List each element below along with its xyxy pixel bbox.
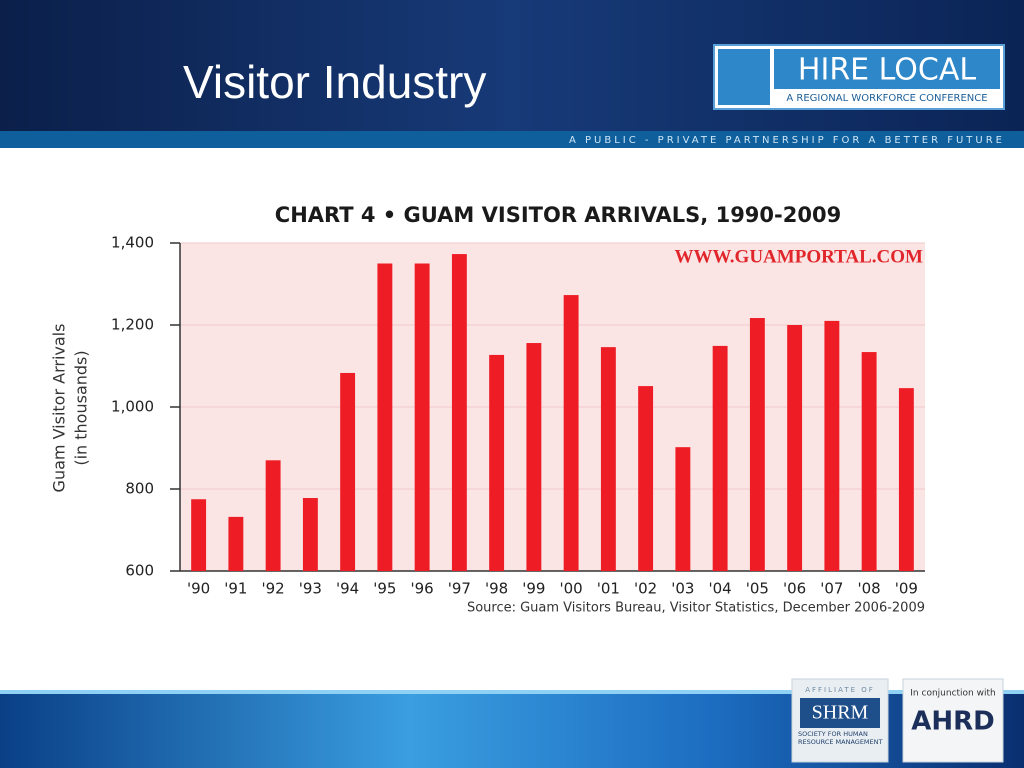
bar — [340, 372, 356, 571]
footer-line — [0, 690, 1024, 694]
y-tick-label: 1,200 — [111, 316, 154, 334]
ahrd-text: AHRD — [911, 707, 994, 737]
bar — [749, 318, 765, 571]
bar — [898, 388, 914, 571]
bar — [712, 345, 728, 571]
shrm-name: SOCIETY FOR HUMAN RESOURCE MANAGEMENT — [798, 730, 883, 746]
x-tick-label: '08 — [858, 580, 881, 598]
x-tick-label: '01 — [597, 580, 620, 598]
bar — [600, 347, 616, 571]
bar — [787, 325, 803, 571]
x-tick-label: '06 — [783, 580, 806, 598]
shrm-logo — [800, 698, 880, 728]
ahrd-box — [902, 678, 1004, 763]
y-axis-label: Guam Visitor Arrivals — [50, 324, 69, 493]
x-tick-label: '95 — [373, 580, 396, 598]
bar — [302, 498, 318, 571]
tagline: A PUBLIC - PRIVATE PARTNERSHIP FOR A BET… — [569, 135, 1005, 146]
bar — [377, 263, 393, 571]
bar — [228, 516, 244, 571]
x-tick-label: '99 — [522, 580, 545, 598]
x-tick-label: '90 — [187, 580, 210, 598]
y-tick-label: 800 — [125, 480, 154, 498]
bar — [675, 447, 691, 571]
shrm-text: SHRM — [812, 702, 869, 724]
y-tick-label: 1,400 — [111, 234, 154, 252]
y-tick-label: 1,000 — [111, 398, 154, 416]
shrm-name-box: SOCIETY FOR HUMAN RESOURCE MANAGEMENT — [798, 730, 883, 746]
x-tick-label: '98 — [485, 580, 508, 598]
bar — [861, 352, 877, 571]
x-tick-label: '00 — [560, 580, 583, 598]
bar — [526, 343, 542, 571]
bar — [638, 386, 654, 571]
bar — [191, 499, 207, 571]
bar — [265, 460, 281, 571]
x-tick-label: '03 — [671, 580, 694, 598]
logo-subtitle: A REGIONAL WORKFORCE CONFERENCE — [786, 93, 987, 104]
conjunction: In conjunction with — [910, 689, 995, 699]
x-tick-label: '91 — [224, 580, 247, 598]
x-tick-label: '97 — [448, 580, 471, 598]
logo-title-bg — [774, 49, 1000, 89]
bar — [414, 263, 430, 571]
x-tick-label: '09 — [895, 580, 918, 598]
x-tick-label: '94 — [336, 580, 359, 598]
watermark: WWW.GUAMPORTAL.COM — [675, 246, 924, 267]
bar — [489, 354, 505, 571]
y-tick-label: 600 — [125, 562, 154, 580]
x-tick-label: '02 — [634, 580, 657, 598]
source: Source: Guam Visitors Bureau, Visitor St… — [467, 601, 925, 616]
y-label-group: Guam Visitor Arrivals (in thousands) — [50, 324, 91, 493]
x-tick-label: '93 — [299, 580, 322, 598]
bar — [824, 320, 840, 571]
chart-title: CHART 4 • GUAM VISITOR ARRIVALS, 1990-20… — [275, 203, 841, 227]
x-tick-label: '96 — [411, 580, 434, 598]
logo-title: HIRE LOCAL — [798, 53, 976, 88]
affiliate-label: AFFILIATE OF — [805, 686, 875, 694]
x-tick-label: '04 — [709, 580, 732, 598]
bar — [451, 254, 467, 571]
logo-icon — [718, 49, 770, 105]
x-tick-label: '07 — [820, 580, 843, 598]
x-tick-label: '05 — [746, 580, 769, 598]
y-axis-sublabel: (in thousands) — [72, 350, 91, 465]
slide-title: Visitor Industry — [183, 56, 486, 108]
bar — [563, 295, 579, 571]
x-tick-label: '92 — [262, 580, 285, 598]
tagline-band — [0, 131, 1024, 148]
